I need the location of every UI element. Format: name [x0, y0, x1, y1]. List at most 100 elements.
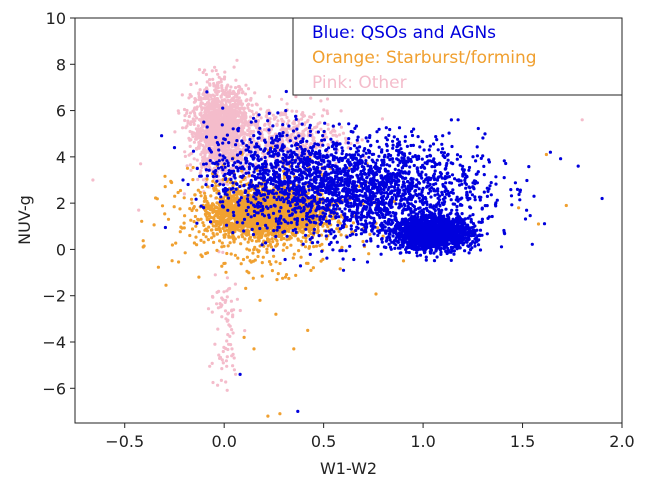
data-point — [196, 124, 200, 128]
data-point — [282, 243, 286, 247]
data-point — [213, 156, 218, 160]
data-point — [170, 259, 174, 263]
data-point — [244, 115, 248, 119]
data-point — [186, 121, 190, 125]
data-point — [197, 68, 202, 72]
data-point — [238, 106, 243, 111]
data-point — [222, 118, 227, 122]
data-point — [237, 235, 241, 239]
data-point — [232, 65, 236, 69]
data-point — [288, 135, 293, 139]
data-point — [215, 92, 219, 97]
data-point — [220, 144, 224, 148]
data-point — [264, 234, 268, 238]
data-point — [287, 119, 291, 123]
data-point — [183, 214, 187, 218]
data-point — [205, 251, 210, 255]
data-point — [325, 237, 329, 241]
data-point — [246, 87, 251, 91]
data-point — [224, 86, 228, 90]
data-point — [245, 255, 249, 259]
data-point — [140, 219, 144, 223]
data-point — [217, 115, 221, 119]
data-point — [231, 315, 235, 319]
data-point — [214, 209, 218, 213]
data-point — [229, 299, 233, 303]
data-point — [351, 221, 355, 225]
data-point — [300, 213, 304, 217]
data-point — [216, 118, 220, 122]
data-point — [325, 135, 329, 139]
data-point — [202, 240, 206, 244]
data-point — [198, 143, 202, 147]
data-point — [192, 120, 196, 124]
data-point — [230, 166, 234, 170]
data-point — [239, 111, 243, 115]
data-point — [243, 237, 247, 241]
data-point — [204, 209, 208, 213]
data-point — [197, 118, 201, 122]
data-point — [225, 251, 229, 256]
data-point — [306, 118, 310, 122]
data-point — [214, 68, 218, 73]
data-point — [267, 108, 271, 112]
data-point — [290, 109, 294, 113]
data-point — [198, 190, 202, 194]
data-point — [212, 217, 216, 221]
data-point — [270, 237, 274, 241]
data-point — [220, 315, 224, 319]
data-point — [201, 70, 205, 75]
data-point — [208, 154, 212, 158]
data-point — [245, 98, 249, 102]
data-point — [216, 383, 220, 387]
data-point — [229, 85, 233, 89]
data-point — [272, 116, 277, 120]
data-point — [232, 368, 236, 372]
data-point — [248, 123, 252, 127]
data-point — [203, 149, 208, 153]
data-point — [219, 378, 223, 382]
data-point — [218, 356, 222, 360]
data-point — [207, 98, 211, 102]
data-point — [221, 88, 225, 92]
data-point — [202, 92, 206, 96]
data-point — [265, 247, 269, 251]
data-point — [220, 303, 224, 307]
data-point — [241, 121, 245, 125]
data-point — [247, 174, 252, 178]
data-point — [198, 88, 202, 92]
data-point — [192, 140, 196, 144]
data-point — [274, 260, 278, 264]
data-point — [262, 128, 266, 132]
data-point — [270, 269, 274, 273]
data-point — [213, 65, 217, 69]
data-point — [236, 106, 240, 110]
data-point — [197, 275, 201, 279]
data-point — [192, 157, 196, 161]
data-point — [240, 129, 244, 133]
data-point — [191, 117, 195, 121]
data-point — [312, 245, 316, 249]
data-point — [173, 130, 177, 134]
data-point — [226, 83, 230, 87]
data-point — [211, 147, 215, 151]
data-point — [204, 235, 208, 239]
data-point — [188, 129, 192, 134]
data-point — [259, 107, 263, 111]
data-point — [223, 70, 227, 74]
data-point — [231, 152, 235, 156]
data-point — [211, 77, 215, 81]
data-point — [239, 229, 243, 233]
data-point — [326, 143, 330, 147]
data-point — [212, 82, 216, 86]
data-point — [235, 95, 239, 99]
data-point — [228, 153, 232, 157]
data-point — [210, 97, 214, 101]
data-point — [200, 254, 204, 259]
data-point — [236, 256, 240, 260]
data-point — [243, 123, 247, 127]
data-point — [208, 102, 212, 106]
data-point — [198, 171, 202, 175]
data-point — [188, 111, 192, 115]
data-point — [210, 310, 214, 314]
